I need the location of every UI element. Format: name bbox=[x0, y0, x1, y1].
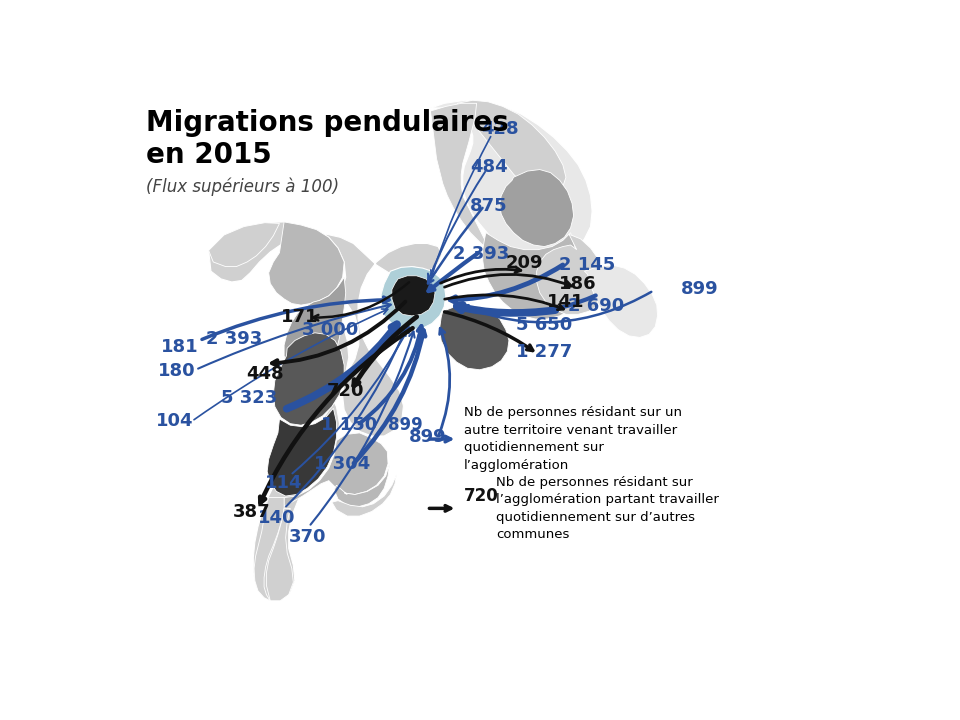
Polygon shape bbox=[334, 464, 390, 507]
Polygon shape bbox=[426, 100, 592, 264]
Text: 186: 186 bbox=[560, 274, 597, 292]
Polygon shape bbox=[332, 474, 396, 516]
Text: 1 304: 1 304 bbox=[314, 455, 370, 473]
Text: (Flux supérieurs à 100): (Flux supérieurs à 100) bbox=[146, 177, 339, 196]
Text: 370: 370 bbox=[288, 528, 326, 546]
Polygon shape bbox=[383, 266, 444, 325]
Text: 448: 448 bbox=[246, 364, 283, 382]
Text: 181: 181 bbox=[161, 338, 199, 356]
Polygon shape bbox=[381, 266, 445, 330]
Text: 484: 484 bbox=[470, 158, 508, 176]
Text: 899: 899 bbox=[681, 280, 719, 298]
Polygon shape bbox=[500, 169, 574, 246]
Text: 2 690: 2 690 bbox=[567, 297, 624, 315]
Text: 114: 114 bbox=[265, 474, 302, 492]
Text: Nb de personnes résidant sur
l’agglomération partant travailler
quotidiennement : Nb de personnes résidant sur l’aggloméra… bbox=[496, 476, 719, 541]
Text: 5 650: 5 650 bbox=[516, 316, 572, 334]
Text: 875: 875 bbox=[470, 197, 508, 215]
Text: 140: 140 bbox=[257, 508, 295, 526]
Polygon shape bbox=[537, 234, 606, 315]
Text: 2 393: 2 393 bbox=[453, 246, 510, 264]
Text: 141: 141 bbox=[547, 293, 585, 311]
Polygon shape bbox=[208, 222, 442, 600]
Text: 171: 171 bbox=[280, 308, 319, 326]
Polygon shape bbox=[392, 276, 435, 316]
Polygon shape bbox=[269, 222, 344, 305]
Text: 899: 899 bbox=[388, 416, 422, 434]
Text: 2 145: 2 145 bbox=[560, 256, 615, 274]
Text: 3 000: 3 000 bbox=[302, 320, 358, 338]
Text: Migrations pendulaires
en 2015: Migrations pendulaires en 2015 bbox=[146, 109, 508, 168]
Text: 5 323: 5 323 bbox=[222, 390, 277, 408]
Text: 720: 720 bbox=[327, 382, 365, 400]
Polygon shape bbox=[266, 508, 294, 600]
Polygon shape bbox=[208, 222, 279, 266]
Polygon shape bbox=[284, 433, 388, 506]
Polygon shape bbox=[274, 333, 344, 426]
Polygon shape bbox=[284, 277, 346, 374]
Polygon shape bbox=[440, 305, 509, 370]
Polygon shape bbox=[430, 104, 511, 262]
Text: 1 150: 1 150 bbox=[322, 416, 377, 434]
Text: 720: 720 bbox=[464, 487, 498, 505]
Text: 180: 180 bbox=[157, 362, 195, 380]
Polygon shape bbox=[483, 233, 585, 319]
Text: 209: 209 bbox=[506, 254, 543, 272]
Polygon shape bbox=[457, 100, 565, 196]
Text: Nb de personnes résidant sur un
autre territoire venant travailler
quotidienneme: Nb de personnes résidant sur un autre te… bbox=[464, 406, 682, 472]
Text: 899: 899 bbox=[409, 428, 446, 446]
Text: 1 277: 1 277 bbox=[516, 343, 572, 361]
Polygon shape bbox=[585, 265, 658, 338]
Text: 428: 428 bbox=[481, 120, 518, 138]
Polygon shape bbox=[267, 408, 336, 496]
Text: 387: 387 bbox=[233, 503, 271, 521]
Text: 104: 104 bbox=[156, 413, 194, 431]
Text: 2 393: 2 393 bbox=[206, 330, 262, 348]
Polygon shape bbox=[254, 498, 284, 600]
